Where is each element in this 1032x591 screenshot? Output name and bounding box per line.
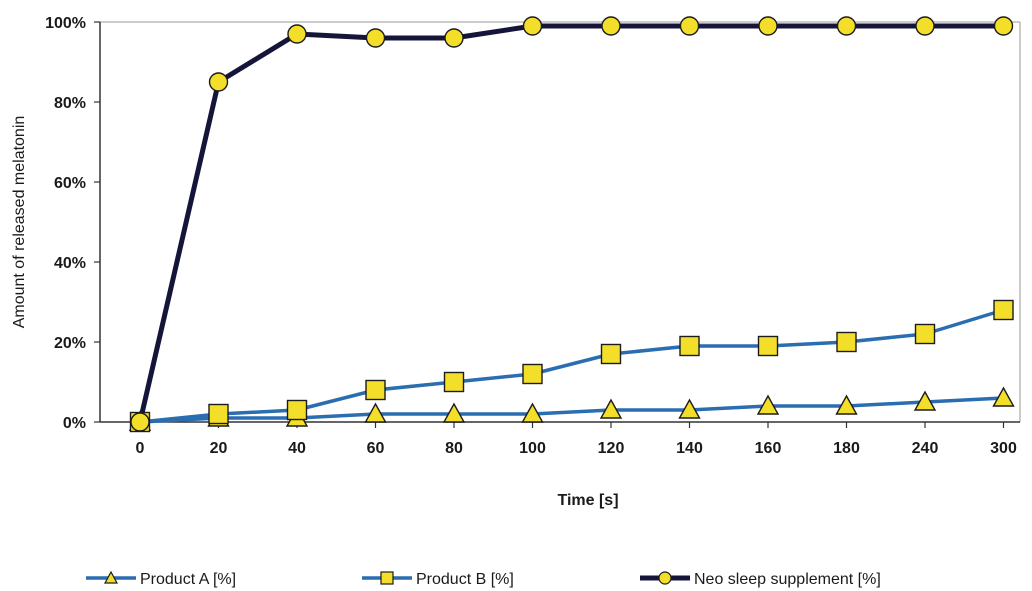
data-point-series-3	[758, 16, 778, 36]
data-point-series-2	[914, 323, 936, 345]
data-point-series-1	[756, 394, 780, 415]
data-point-series-2	[993, 299, 1014, 321]
y-tick-label: 60%	[54, 175, 86, 192]
data-point-series-1	[913, 390, 937, 411]
x-axis-title: Time [s]	[557, 492, 618, 509]
y-tick-label: 0%	[63, 415, 86, 432]
data-point-series-2	[600, 343, 622, 365]
data-point-series-2	[286, 399, 308, 421]
legend: Product A [%] Product B [%] Neo sleep supp…	[86, 570, 881, 588]
x-tick-label: 40	[288, 440, 306, 457]
data-point-series-2	[679, 335, 700, 357]
series-line-3	[137, 23, 1006, 425]
y-axis-title: Amount of released melatonin	[11, 116, 28, 329]
data-point-series-3	[915, 16, 935, 36]
data-point-series-3	[836, 16, 857, 36]
data-point-series-2	[208, 403, 229, 425]
x-tick-label: 80	[445, 440, 463, 457]
x-tick-label: 240	[912, 440, 939, 457]
x-tick-label: 140	[676, 440, 703, 457]
legend-square-marker	[380, 571, 394, 585]
data-point-series-3	[208, 72, 229, 92]
data-point-series-1	[521, 402, 544, 423]
data-point-series-1	[442, 402, 466, 423]
x-tick-label: 300	[990, 440, 1017, 457]
x-tick-label: 0	[136, 440, 145, 457]
legend-label: Product A [%]	[140, 571, 236, 588]
y-tick-label: 80%	[54, 95, 86, 112]
series-line-2	[138, 308, 1006, 424]
data-point-series-3	[130, 412, 150, 432]
data-point-series-1	[835, 394, 858, 415]
data-point-series-3	[365, 28, 386, 48]
data-point-series-2	[443, 371, 465, 393]
data-point-series-2	[757, 335, 779, 357]
x-tick-label: 180	[833, 440, 860, 457]
data-point-series-3	[522, 16, 543, 36]
legend-label: Neo sleep supplement [%]	[694, 571, 881, 588]
x-tick-label: 160	[755, 440, 782, 457]
data-point-series-1	[364, 402, 387, 423]
x-tick-label: 100	[519, 440, 546, 457]
data-point-series-2	[836, 331, 857, 353]
data-point-series-2	[522, 363, 543, 385]
legend-triangle-marker	[103, 570, 119, 584]
data-point-series-3	[993, 16, 1014, 36]
x-tick-label: 60	[367, 440, 385, 457]
data-point-series-3	[444, 28, 464, 48]
y-tick-label: 20%	[54, 335, 86, 352]
legend-label: Product B [%]	[416, 571, 514, 588]
data-point-series-1	[678, 398, 701, 419]
y-tick-label: 40%	[54, 255, 86, 272]
y-tick-label: 100%	[45, 15, 86, 32]
data-point-series-1	[599, 398, 623, 419]
series-line-1	[138, 396, 1006, 424]
data-point-series-3	[287, 24, 307, 44]
x-tick-label: 120	[598, 440, 625, 457]
data-point-series-3	[679, 16, 700, 36]
data-point-series-1	[992, 386, 1015, 407]
x-tick-label: 20	[210, 440, 228, 457]
legend-circle-marker	[658, 571, 672, 585]
data-point-series-2	[365, 379, 386, 401]
data-point-series-3	[601, 16, 621, 36]
